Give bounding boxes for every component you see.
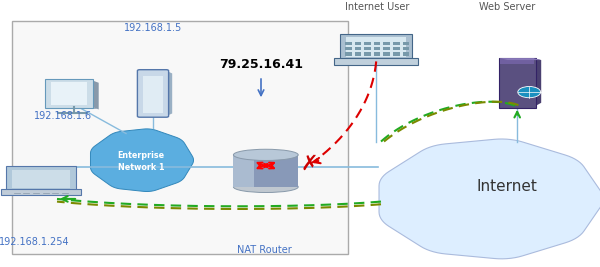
FancyBboxPatch shape	[143, 76, 163, 113]
FancyBboxPatch shape	[45, 79, 94, 108]
FancyBboxPatch shape	[374, 47, 380, 50]
Polygon shape	[91, 80, 98, 109]
FancyBboxPatch shape	[334, 58, 418, 65]
FancyBboxPatch shape	[345, 52, 352, 56]
FancyBboxPatch shape	[12, 21, 348, 254]
FancyBboxPatch shape	[500, 58, 534, 64]
FancyBboxPatch shape	[393, 47, 400, 50]
Polygon shape	[233, 155, 298, 187]
FancyBboxPatch shape	[12, 170, 70, 188]
Text: 192.168.1.5: 192.168.1.5	[124, 23, 182, 33]
FancyBboxPatch shape	[393, 52, 400, 56]
FancyBboxPatch shape	[364, 42, 371, 45]
FancyBboxPatch shape	[6, 166, 76, 190]
FancyBboxPatch shape	[499, 58, 536, 108]
FancyBboxPatch shape	[355, 47, 361, 50]
Text: Internet: Internet	[476, 179, 538, 194]
FancyBboxPatch shape	[403, 47, 409, 50]
Ellipse shape	[233, 149, 298, 160]
FancyBboxPatch shape	[374, 42, 380, 45]
Polygon shape	[379, 139, 600, 259]
Polygon shape	[47, 107, 98, 109]
Text: Enterprise
Network 1: Enterprise Network 1	[118, 151, 164, 172]
FancyBboxPatch shape	[137, 70, 169, 117]
FancyBboxPatch shape	[374, 52, 380, 56]
Text: 192.168.1.6: 192.168.1.6	[34, 111, 92, 121]
Text: ✗: ✗	[301, 154, 319, 174]
FancyBboxPatch shape	[383, 52, 390, 56]
Ellipse shape	[233, 181, 298, 193]
Ellipse shape	[518, 87, 541, 98]
Text: 79.25.16.41: 79.25.16.41	[219, 58, 303, 70]
FancyBboxPatch shape	[355, 42, 361, 45]
FancyBboxPatch shape	[364, 47, 371, 50]
FancyBboxPatch shape	[364, 52, 371, 56]
FancyBboxPatch shape	[355, 52, 361, 56]
FancyBboxPatch shape	[52, 82, 87, 105]
Text: NAT Router: NAT Router	[236, 245, 292, 255]
FancyBboxPatch shape	[403, 52, 409, 56]
Text: 192.168.1.254: 192.168.1.254	[0, 237, 70, 247]
Polygon shape	[233, 155, 254, 187]
Polygon shape	[500, 58, 541, 60]
Text: Internet User: Internet User	[344, 2, 409, 12]
Polygon shape	[166, 71, 172, 116]
FancyBboxPatch shape	[403, 42, 409, 45]
Polygon shape	[91, 129, 194, 191]
Polygon shape	[534, 58, 541, 107]
FancyBboxPatch shape	[345, 47, 352, 50]
FancyBboxPatch shape	[345, 42, 352, 45]
FancyBboxPatch shape	[383, 47, 390, 50]
FancyBboxPatch shape	[1, 189, 81, 195]
FancyBboxPatch shape	[340, 34, 412, 60]
FancyBboxPatch shape	[393, 42, 400, 45]
FancyBboxPatch shape	[383, 42, 390, 45]
Text: Web Server: Web Server	[479, 2, 535, 12]
FancyBboxPatch shape	[346, 37, 406, 57]
